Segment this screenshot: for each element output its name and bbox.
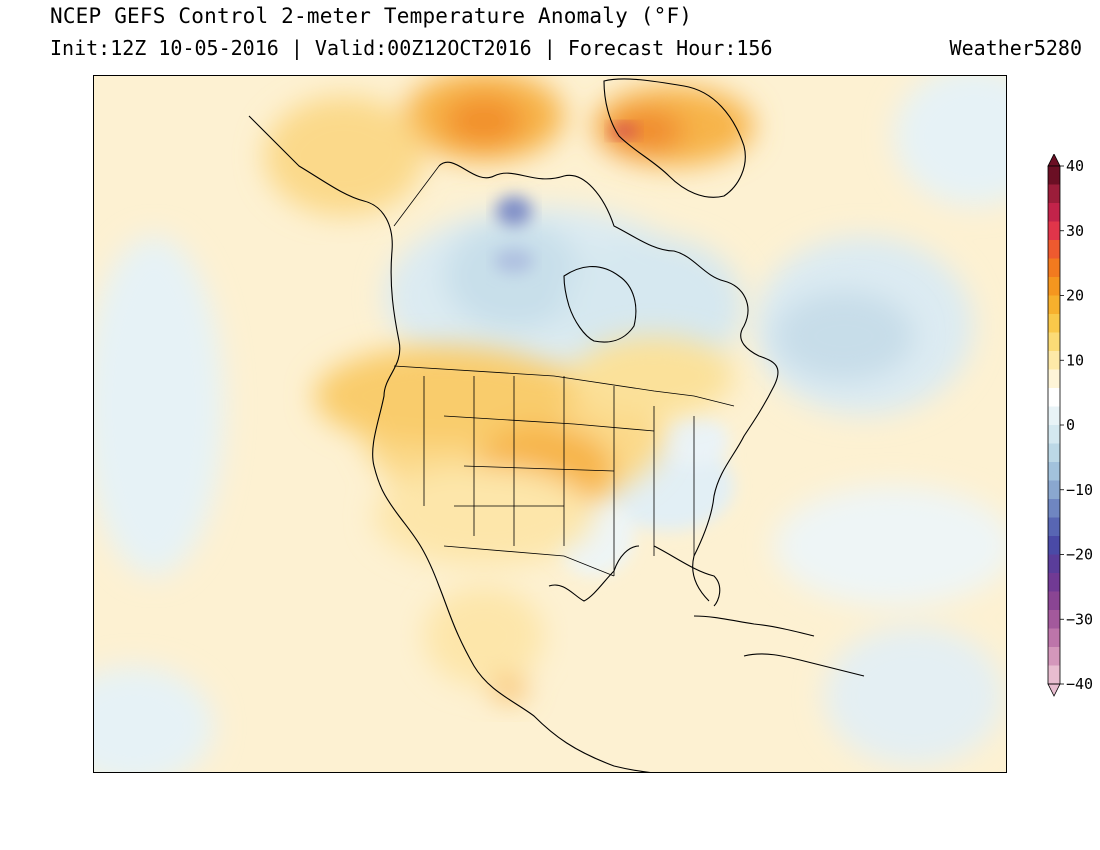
colorbar-swatch	[1048, 425, 1060, 444]
colorbar-swatch	[1048, 203, 1060, 222]
colorbar-tick-label: 10	[1066, 351, 1084, 369]
colorbar-swatch	[1048, 295, 1060, 315]
colorbar-swatch	[1048, 536, 1060, 555]
coastlines	[248, 78, 865, 772]
warm-anomaly-mexico	[424, 586, 544, 699]
warm-anomaly-greenland-core	[610, 123, 638, 139]
anomaly-map	[93, 75, 1007, 773]
colorbar-swatch	[1048, 314, 1060, 333]
political-boundaries	[393, 165, 735, 577]
colorbar-swatch	[1048, 258, 1060, 278]
separator: |	[290, 36, 303, 60]
colorbar-swatch	[1048, 628, 1060, 648]
colorbar-swatch	[1048, 277, 1060, 296]
colorbar-swatch	[1048, 665, 1060, 685]
forecast-hour: Forecast Hour:156	[567, 36, 773, 60]
valid-time: Valid:00Z12OCT2016	[314, 36, 532, 60]
run-info: Init:12Z 10-05-2016 | Valid:00Z12OCT2016…	[50, 36, 773, 60]
colorbar-tick-label: 30	[1066, 222, 1084, 240]
colorbar-tick-label: −40	[1066, 675, 1093, 693]
cool-anomaly-ocean	[94, 76, 1006, 772]
colorbar-swatch	[1048, 369, 1060, 389]
colorbar-legend: 40 30 20 10 0 −10 −20 −30 −40	[1046, 153, 1100, 704]
map-title: NCEP GEFS Control 2-meter Temperature An…	[50, 4, 693, 28]
colorbar-min-arrow	[1047, 683, 1061, 697]
colorbar-swatch	[1048, 332, 1060, 352]
colorbar-max-arrow	[1047, 153, 1061, 167]
credit-label: Weather5280	[949, 36, 1082, 60]
colorbar-scale: 40 30 20 10 0 −10 −20 −30 −40	[1047, 153, 1093, 697]
init-time: Init:12Z 10-05-2016	[50, 36, 279, 60]
colorbar-swatch	[1048, 647, 1060, 666]
colorbar-swatch	[1048, 554, 1060, 574]
colorbar-tick-label: −30	[1066, 610, 1093, 628]
colorbar-swatch	[1048, 573, 1060, 592]
cool-anomaly-core	[494, 196, 534, 273]
colorbar-tick-label: −10	[1066, 481, 1093, 499]
colorbar-swatch	[1048, 480, 1060, 500]
colorbar-tick-label: 40	[1066, 157, 1084, 175]
colorbar-swatch	[1048, 517, 1060, 537]
colorbar-swatch	[1048, 184, 1060, 204]
colorbar-tick-label: −20	[1066, 546, 1093, 564]
colorbar-swatch	[1048, 443, 1060, 463]
colorbar-swatch	[1048, 610, 1060, 629]
colorbar-swatch	[1048, 462, 1060, 481]
anomaly-shading	[94, 76, 1006, 772]
colorbar-swatch	[1048, 499, 1060, 518]
colorbar-swatch	[1048, 406, 1060, 426]
colorbar-swatch	[1048, 591, 1060, 611]
colorbar-swatch	[1048, 351, 1060, 370]
colorbar-swatch	[1048, 240, 1060, 259]
map-canvas	[94, 76, 1006, 772]
colorbar-tick-label: 20	[1066, 287, 1084, 305]
colorbar-tick-label: 0	[1066, 416, 1075, 434]
colorbar-swatch	[1048, 221, 1060, 241]
colorbar-swatch	[1048, 166, 1060, 185]
warm-anomaly-arctic	[264, 76, 754, 216]
colorbar-swatch	[1048, 388, 1060, 407]
separator: |	[543, 36, 556, 60]
